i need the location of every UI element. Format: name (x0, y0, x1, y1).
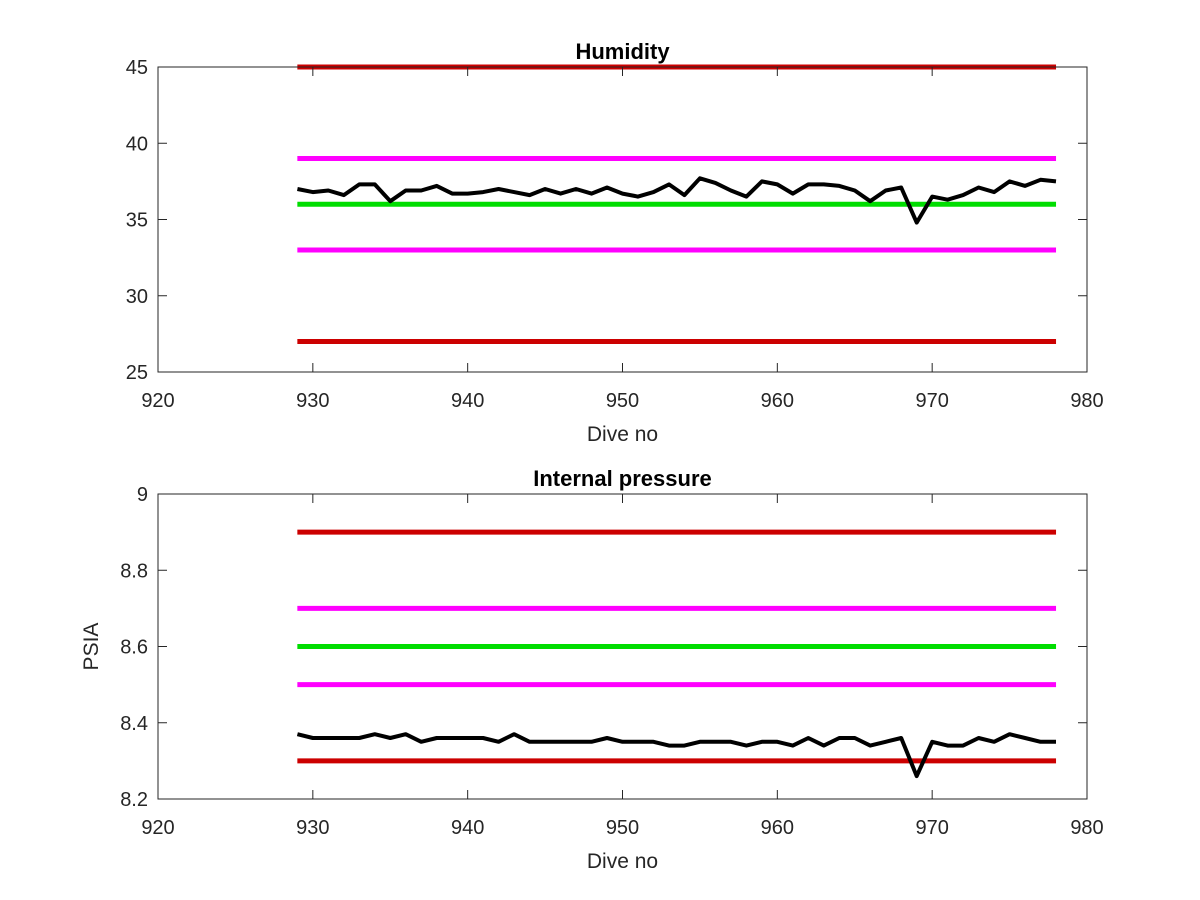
x-tick-label: 960 (761, 817, 794, 839)
y-tick-label: 25 (126, 362, 148, 384)
y-tick-label: 35 (126, 210, 148, 232)
y-tick-label: 8.6 (120, 637, 148, 659)
chart-1: 920 930 940 950 960 970 980 25 30 35 40 45 Humidity D… (126, 39, 1104, 446)
y-tick-label: 8.2 (120, 789, 148, 811)
x-tick-label: 950 (606, 390, 639, 412)
x-tick-label: 920 (141, 817, 174, 839)
y-tick-label: 30 (126, 286, 148, 308)
measured-series-line (296, 732, 1056, 779)
x-tick-label: 960 (761, 390, 794, 412)
x-tick-label: 930 (296, 817, 329, 839)
y-tick-label: 40 (126, 133, 148, 155)
y-tick-label: 8.8 (120, 560, 148, 582)
x-axis-label: Dive no (587, 423, 658, 446)
x-tick-label: 980 (1070, 390, 1103, 412)
x-axis-label: Dive no (587, 850, 658, 873)
x-tick-label: 970 (915, 390, 948, 412)
chart-title: Humidity (575, 39, 670, 64)
y-tick-label: 9 (137, 484, 148, 506)
x-tick-label: 970 (915, 817, 948, 839)
plot-area (158, 67, 1087, 372)
y-tick-label: 45 (126, 57, 148, 79)
x-tick-label: 930 (296, 390, 329, 412)
measured-series-line (297, 176, 1057, 225)
x-tick-label: 920 (141, 390, 174, 412)
chart-title: Internal pressure (533, 466, 712, 491)
x-tick-label: 940 (451, 390, 484, 412)
x-tick-label: 980 (1070, 817, 1103, 839)
x-tick-label: 950 (606, 817, 639, 839)
y-axis-label: PSIA (80, 623, 103, 671)
y-tick-label: 8.4 (120, 713, 148, 735)
x-tick-label: 940 (451, 817, 484, 839)
chart-2: 920 930 940 950 960 970 980 8.2 8.4 8.6 8.8 9 Intern… (80, 466, 1104, 873)
